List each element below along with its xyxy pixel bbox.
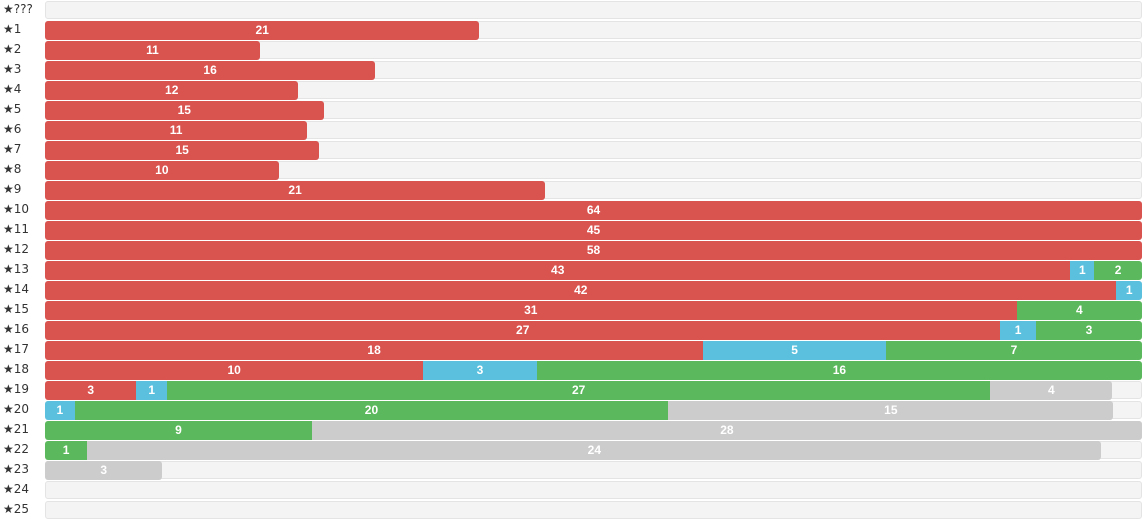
chart-row: ★19 3 1 27 4 [0, 380, 1145, 400]
row-label: ★10 [3, 202, 30, 216]
bar-segment-blue: 1 [1000, 321, 1036, 340]
row-label: ★??? [3, 2, 33, 16]
bar-segment-gray: 24 [87, 441, 1102, 460]
row-label: ★15 [3, 302, 30, 316]
bar-segment-gray: 28 [311, 421, 1142, 440]
bar-segment-red: 27 [45, 321, 1001, 340]
row-track [45, 481, 1142, 499]
chart-row: ★17 18 5 7 [0, 340, 1145, 360]
bar-segment-red: 45 [45, 221, 1142, 240]
bar-segment-blue: 5 [703, 341, 887, 360]
row-label: ★2 [3, 42, 22, 56]
row-label: ★22 [3, 442, 30, 456]
row-label: ★9 [3, 182, 22, 196]
chart-row: ★6 11 [0, 120, 1145, 140]
row-label: ★25 [3, 502, 30, 516]
row-label: ★21 [3, 422, 30, 436]
row-track [45, 501, 1142, 519]
chart-row: ★5 15 [0, 100, 1145, 120]
bar-segment-red: 15 [45, 101, 324, 120]
row-track [45, 461, 1142, 479]
chart-row: ★??? [0, 0, 1145, 20]
row-label: ★7 [3, 142, 22, 156]
chart-row: ★23 3 [0, 460, 1145, 480]
chart-row: ★18 10 3 16 [0, 360, 1145, 380]
chart-row: ★20 1 20 15 [0, 400, 1145, 420]
row-label: ★24 [3, 482, 30, 496]
row-label: ★12 [3, 242, 30, 256]
row-label: ★23 [3, 462, 30, 476]
bar-segment-blue: 3 [423, 361, 537, 380]
row-label: ★17 [3, 342, 30, 356]
row-label: ★13 [3, 262, 30, 276]
bar-segment-red: 11 [45, 41, 260, 60]
bar-segment-red: 43 [45, 261, 1071, 280]
bar-segment-red: 31 [45, 301, 1017, 320]
row-label: ★14 [3, 282, 30, 296]
row-label: ★4 [3, 82, 22, 96]
bar-segment-green: 27 [166, 381, 991, 400]
chart-row: ★12 58 [0, 240, 1145, 260]
chart-row: ★22 1 24 [0, 440, 1145, 460]
chart-row: ★1 21 [0, 20, 1145, 40]
bar-segment-gray: 4 [990, 381, 1113, 400]
bar-segment-gray: 15 [668, 401, 1114, 420]
bar-segment-red: 18 [45, 341, 704, 360]
bar-segment-green: 16 [536, 361, 1142, 380]
bar-segment-blue: 1 [1116, 281, 1142, 300]
bar-segment-blue: 1 [1070, 261, 1095, 280]
bar-segment-red: 21 [45, 21, 480, 40]
bar-segment-red: 10 [45, 361, 424, 380]
row-label: ★16 [3, 322, 30, 336]
bar-segment-green: 9 [45, 421, 312, 440]
row-label: ★6 [3, 122, 22, 136]
row-label: ★8 [3, 162, 22, 176]
row-label: ★20 [3, 402, 30, 416]
chart-row: ★21 9 28 [0, 420, 1145, 440]
row-label: ★3 [3, 62, 22, 76]
bar-segment-red: 64 [45, 201, 1142, 220]
chart-row: ★8 10 [0, 160, 1145, 180]
bar-segment-blue: 1 [136, 381, 167, 400]
row-track [45, 1, 1142, 19]
chart-row: ★2 11 [0, 40, 1145, 60]
chart-row: ★10 64 [0, 200, 1145, 220]
row-label: ★5 [3, 102, 22, 116]
bar-segment-gray: 3 [45, 461, 163, 480]
bar-segment-blue: 1 [45, 401, 75, 420]
chart-row: ★4 12 [0, 80, 1145, 100]
bar-segment-green: 4 [1016, 301, 1142, 320]
chart-row: ★13 43 1 2 [0, 260, 1145, 280]
bar-segment-red: 12 [45, 81, 299, 100]
row-label: ★1 [3, 22, 22, 36]
chart-row: ★11 45 [0, 220, 1145, 240]
bar-segment-red: 10 [45, 161, 279, 180]
chart-row: ★14 42 1 [0, 280, 1145, 300]
bar-segment-red: 42 [45, 281, 1117, 300]
row-label: ★19 [3, 382, 30, 396]
chart-row: ★24 [0, 480, 1145, 500]
bar-segment-red: 21 [45, 181, 546, 200]
bar-segment-red: 15 [45, 141, 320, 160]
chart-row: ★9 21 [0, 180, 1145, 200]
bar-segment-red: 16 [45, 61, 376, 80]
bar-segment-green: 20 [74, 401, 669, 420]
bar-segment-green: 3 [1035, 321, 1142, 340]
row-label: ★11 [3, 222, 30, 236]
bar-segment-green: 1 [45, 441, 88, 460]
chart-row: ★16 27 1 3 [0, 320, 1145, 340]
bar-segment-red: 3 [45, 381, 137, 400]
bar-segment-red: 11 [45, 121, 308, 140]
chart-row: ★3 16 [0, 60, 1145, 80]
chart-row: ★7 15 [0, 140, 1145, 160]
row-label: ★18 [3, 362, 30, 376]
chart-row: ★25 [0, 500, 1145, 520]
bar-segment-green: 7 [886, 341, 1142, 360]
bar-segment-red: 58 [45, 241, 1142, 260]
chart-row: ★15 31 4 [0, 300, 1145, 320]
bar-segment-green: 2 [1094, 261, 1142, 280]
